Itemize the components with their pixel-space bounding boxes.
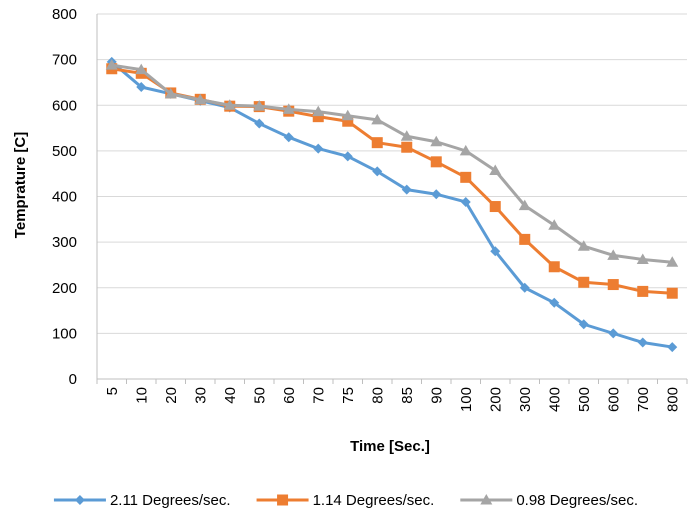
data-point-diamond	[608, 328, 619, 339]
y-tick-label: 500	[52, 143, 77, 160]
x-tick-label: 60	[281, 387, 298, 404]
series-group	[106, 56, 678, 353]
x-tick-label: 50	[251, 387, 268, 404]
x-tick-label: 40	[222, 387, 239, 404]
legend-label: 1.14 Degrees/sec.	[313, 492, 435, 509]
x-tick-label: 100	[458, 387, 475, 412]
x-tick-label: 85	[399, 387, 416, 404]
series-group	[105, 59, 679, 267]
x-axis-title: Time [Sec.]	[350, 438, 430, 455]
data-point-triangle	[607, 249, 620, 260]
gridlines	[97, 13, 687, 334]
data-point-diamond	[519, 282, 530, 293]
data-point-triangle	[253, 100, 266, 111]
data-point-square	[607, 279, 619, 291]
data-point-triangle	[400, 130, 413, 141]
data-point-triangle	[194, 93, 207, 105]
data-point-triangle	[666, 256, 679, 267]
data-point-square	[277, 494, 289, 506]
x-tick-label: 30	[192, 387, 209, 404]
data-point-square	[519, 233, 531, 245]
y-tick-label: 200	[52, 280, 77, 297]
x-tick-label: 20	[163, 387, 180, 404]
x-tick-label: 5	[104, 387, 121, 395]
data-point-triangle	[282, 103, 295, 114]
data-point-triangle	[223, 99, 236, 110]
data-point-square	[637, 285, 649, 297]
data-point-diamond	[342, 151, 353, 162]
data-point-triangle	[105, 59, 118, 70]
x-tick-label: 400	[546, 387, 563, 412]
x-tick-label: 75	[340, 387, 357, 404]
data-point-triangle	[489, 164, 502, 175]
data-point-diamond	[136, 82, 147, 92]
data-point-square	[371, 137, 383, 149]
data-point-diamond	[401, 184, 412, 195]
legend-item: 0.98 Degrees/sec.	[460, 492, 638, 509]
y-tick-label: 800	[52, 6, 77, 23]
legend-item: 2.11 Degrees/sec.	[53, 492, 231, 509]
y-tick-label: 0	[69, 371, 77, 388]
x-tick-label: 200	[487, 387, 504, 412]
data-point-triangle	[312, 105, 325, 117]
x-tick-label: 300	[517, 387, 534, 412]
data-point-square	[578, 276, 590, 288]
data-point-diamond	[578, 319, 589, 330]
x-tick-label: 800	[664, 387, 681, 412]
data-point-triangle	[135, 63, 148, 75]
legend-label: 2.11 Degrees/sec.	[110, 492, 231, 509]
data-point-triangle	[341, 109, 354, 121]
data-point-diamond	[372, 166, 383, 177]
tick-labels: 0 100 200 300 400 500 600 700 800 5 10 20 30 40 50 60 70…	[52, 6, 681, 412]
data-point-triangle	[636, 253, 649, 264]
legend: 2.11 Degrees/sec. 1.14 Degrees/sec. 0.98 D…	[53, 492, 638, 509]
data-point-square	[312, 111, 324, 123]
x-tick-label: 700	[635, 387, 652, 412]
data-point-triangle	[459, 144, 472, 156]
legend-item: 1.14 Degrees/sec.	[256, 492, 435, 509]
data-point-diamond	[460, 196, 471, 207]
y-tick-label: 100	[52, 325, 77, 342]
y-tick-label: 300	[52, 234, 77, 251]
data-point-diamond	[254, 118, 265, 129]
data-point-square	[489, 201, 501, 213]
data-point-square	[342, 115, 354, 127]
data-point-triangle	[518, 199, 531, 211]
series	[105, 56, 679, 353]
data-point-diamond	[667, 342, 678, 353]
x-tick-label: 600	[605, 387, 622, 412]
x-tick-label: 70	[310, 387, 327, 404]
data-point-diamond	[74, 495, 85, 505]
y-tick-label: 400	[52, 189, 77, 206]
data-point-square	[401, 141, 413, 153]
x-tick-label: 500	[576, 387, 593, 412]
x-tick-label: 90	[428, 387, 445, 404]
legend-label: 0.98 Degrees/sec.	[516, 492, 638, 509]
data-point-diamond	[490, 246, 501, 257]
x-tick-label: 10	[133, 387, 150, 404]
data-point-square	[666, 287, 678, 299]
data-point-diamond	[637, 337, 648, 348]
y-tick-label: 600	[52, 97, 77, 114]
data-point-triangle	[371, 113, 384, 125]
data-point-square	[460, 171, 472, 183]
axes	[96, 14, 688, 384]
data-point-square	[430, 156, 442, 168]
data-point-square	[548, 261, 560, 273]
data-point-diamond	[549, 297, 560, 308]
data-point-triangle	[548, 219, 561, 230]
data-point-diamond	[313, 143, 324, 154]
data-point-diamond	[431, 189, 442, 200]
data-point-triangle	[430, 135, 443, 147]
data-point-triangle	[577, 240, 590, 251]
data-point-triangle	[480, 494, 493, 505]
y-axis-title: Temprature [C]	[12, 132, 29, 238]
y-tick-label: 700	[52, 52, 77, 69]
data-point-triangle	[164, 87, 177, 99]
x-tick-label: 80	[369, 387, 386, 404]
series-line	[110, 63, 674, 264]
data-point-diamond	[283, 132, 294, 143]
